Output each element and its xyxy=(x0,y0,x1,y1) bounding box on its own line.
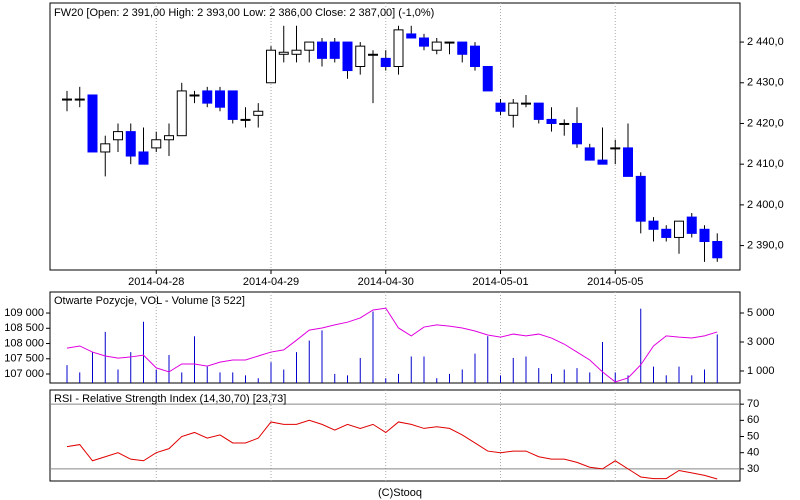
candle-body xyxy=(431,41,442,51)
y-tick-label: 2 390,0 xyxy=(747,239,784,251)
candle-body xyxy=(368,53,378,56)
candle-body xyxy=(712,241,723,259)
candle-body xyxy=(661,228,672,238)
candle-body xyxy=(100,143,111,153)
candle-body xyxy=(278,51,289,55)
x-tick-label: 2014-05-05 xyxy=(587,276,643,288)
candle-body xyxy=(406,33,417,39)
candle-body xyxy=(521,102,531,105)
candle-body xyxy=(189,94,200,97)
rsi-panel xyxy=(49,389,741,482)
candle-body xyxy=(686,216,697,234)
candle-body xyxy=(202,90,213,104)
y-tick-label: 5 000 xyxy=(747,307,775,319)
candle-body xyxy=(572,122,582,145)
candle-body xyxy=(699,228,710,243)
y-tick-label: 2 410,0 xyxy=(747,158,784,170)
rsi-line xyxy=(66,419,718,480)
candle-body xyxy=(635,175,646,222)
candle-body xyxy=(253,110,264,116)
y-tick-label: 107 000 xyxy=(4,368,44,380)
y-tick-label: 40 xyxy=(747,447,759,459)
x-tick-label: 2014-04-29 xyxy=(243,276,299,288)
candle-body xyxy=(151,139,162,149)
candle-body xyxy=(559,122,570,125)
candle-body xyxy=(304,41,315,51)
candle-body xyxy=(444,41,455,44)
y-tick-label: 108 500 xyxy=(4,322,44,334)
candle-body xyxy=(164,135,174,141)
panel-title: Otwarte Pozycje, VOL - Volume [3 522] xyxy=(54,295,245,307)
volume-panel xyxy=(49,291,741,384)
candle-body xyxy=(533,102,544,120)
x-tick-label: 2014-04-30 xyxy=(358,276,414,288)
candle-body xyxy=(597,159,608,165)
candle-body xyxy=(329,41,340,59)
candle-body xyxy=(227,90,238,120)
candle-body xyxy=(393,29,404,67)
candle-body xyxy=(291,49,302,55)
y-tick-label: 50 xyxy=(747,430,759,442)
candle-body xyxy=(342,41,353,72)
candle-body xyxy=(240,118,251,121)
candle-body xyxy=(74,98,85,101)
panel-title: RSI - Relative Strength Index (14,30,70)… xyxy=(54,393,286,405)
candle-body xyxy=(176,90,187,137)
y-tick-label: 60 xyxy=(747,414,759,426)
candle-body xyxy=(266,49,276,84)
y-tick-label: 70 xyxy=(747,398,759,410)
candle-body xyxy=(546,118,557,124)
candle-body xyxy=(62,98,72,101)
candle-body xyxy=(648,220,659,230)
candle-body xyxy=(495,102,506,112)
y-tick-label: 30 xyxy=(747,463,759,475)
panel-title: FW20 [Open: 2 391,00 High: 2 393,00 Low:… xyxy=(54,7,434,19)
open-interest-line xyxy=(66,307,718,383)
y-tick-label: 2 420,0 xyxy=(747,117,784,129)
candle-body xyxy=(584,147,595,161)
candle-body xyxy=(623,147,633,177)
footer: (C)Stooq xyxy=(378,487,422,499)
x-tick-label: 2014-04-28 xyxy=(128,276,184,288)
y-tick-label: 2 440,0 xyxy=(747,36,784,48)
candle-body xyxy=(355,45,366,67)
y-tick-label: 2 400,0 xyxy=(747,199,784,211)
candle-body xyxy=(674,220,684,238)
y-tick-label: 2 430,0 xyxy=(747,77,784,89)
y-tick-label: 3 000 xyxy=(747,336,775,348)
candle-body xyxy=(215,90,225,108)
y-tick-label: 109 000 xyxy=(4,307,44,319)
candle-body xyxy=(317,41,327,59)
y-tick-label: 107 500 xyxy=(4,353,44,365)
y-tick-label: 108 000 xyxy=(4,337,44,349)
candle-body xyxy=(457,41,468,55)
candle-body xyxy=(482,65,493,92)
candle-body xyxy=(138,151,149,165)
candle-body xyxy=(508,102,519,116)
candle-body xyxy=(419,37,429,47)
x-tick-label: 2014-05-01 xyxy=(472,276,528,288)
candle-body xyxy=(610,147,621,150)
y-tick-label: 1 000 xyxy=(747,365,775,377)
candle-body xyxy=(87,94,98,153)
candle-body xyxy=(380,57,391,67)
candle-body xyxy=(470,45,480,67)
candle-body xyxy=(125,131,136,157)
candle-body xyxy=(113,131,123,141)
